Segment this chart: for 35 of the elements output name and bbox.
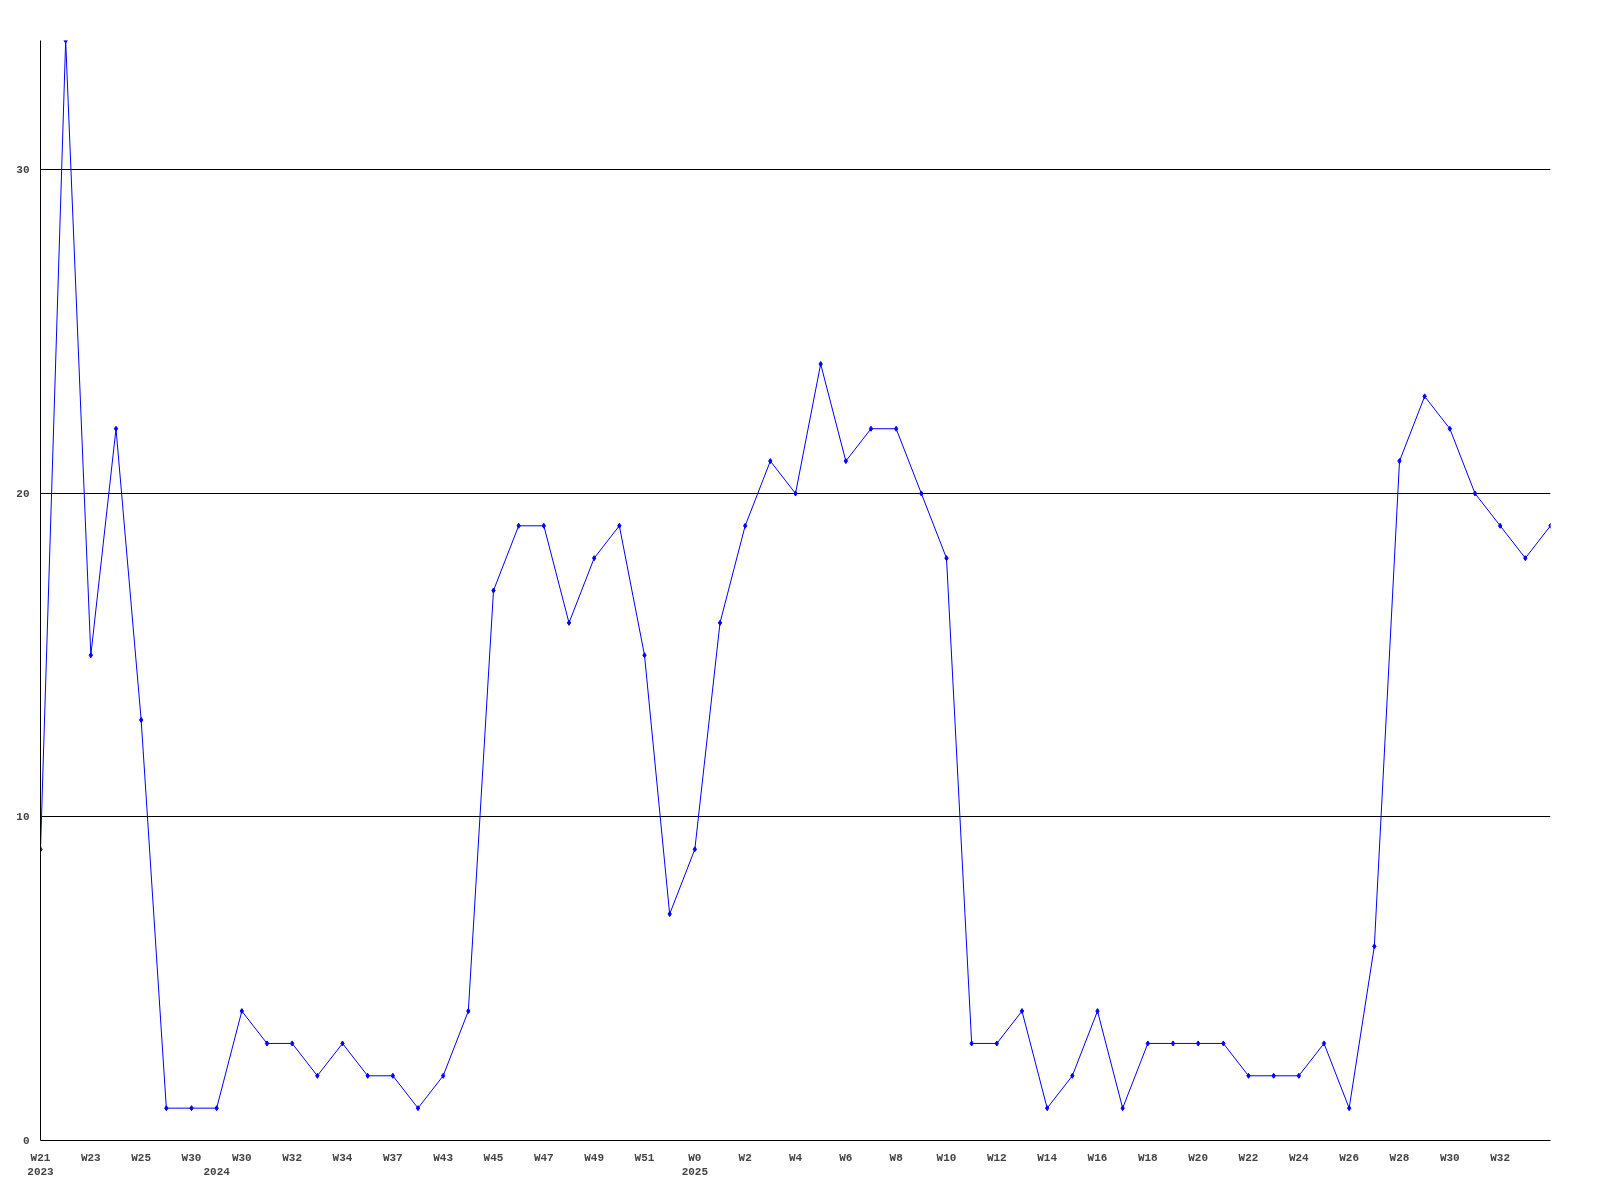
x-tick-label: W10 [936,1151,957,1164]
x-tick-label: W14 [1037,1151,1058,1164]
x-tick-label: W30 [231,1151,252,1164]
x-tick-label: W30 [1439,1151,1460,1164]
x-tick-label: W18 [1137,1151,1159,1164]
x-tick-label: W6 [839,1151,853,1164]
x-tick-label: W0 2025 [681,1151,709,1178]
x-tick-label: W4 [788,1151,803,1164]
x-tick-label: W34 [332,1151,353,1164]
x-tick-label: W2 [738,1151,752,1164]
x-tick-label: W28 [1389,1151,1410,1164]
x-tick-label: W26 [1339,1151,1360,1164]
x-tick-label: W32 [1490,1151,1511,1164]
y-tick-label: 10 [16,811,30,824]
x-tick-label: W51 [634,1151,655,1164]
x-tick-label: W22 [1238,1151,1259,1164]
x-tick-label: W32 [282,1151,303,1164]
x-tick-label: W8 [889,1151,904,1164]
x-tick-label: W37 [382,1151,403,1164]
x-tick-label: W23 [80,1151,102,1164]
x-tick-label: W12 [986,1151,1007,1164]
x-tick-label: W43 [433,1151,454,1164]
x-tick-label: W16 [1087,1151,1108,1164]
y-tick-label: 0 [22,1135,30,1147]
x-tick-label: W45 [483,1151,504,1164]
y-tick-label: 20 [16,487,30,500]
x-tick-label: W47 [533,1151,554,1164]
x-tick-label: W24 [1288,1151,1310,1164]
x-tick-label: W25 [131,1151,152,1164]
x-tick-label: W20 [1188,1151,1209,1164]
x-tick-label: 2024 [203,1165,231,1178]
x-tick-label: W49 [584,1151,605,1164]
x-tick-label: W21 2023 [27,1151,55,1178]
y-tick-label: 30 [16,164,30,177]
x-tick-label: W30 [181,1151,202,1164]
